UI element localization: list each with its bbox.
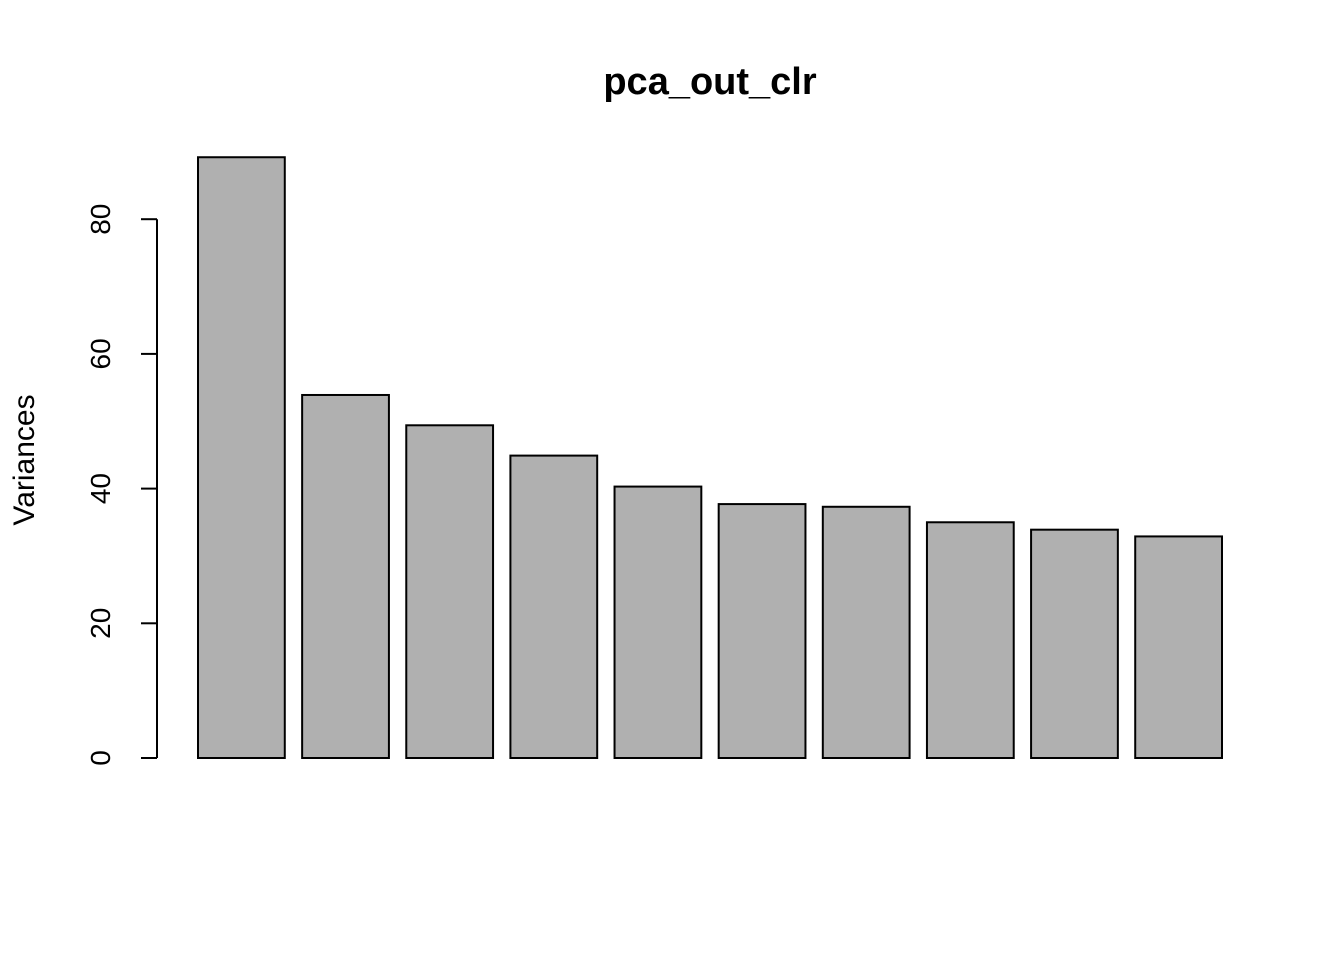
y-tick-label-60: 60 (85, 338, 116, 369)
y-tick-label-80: 80 (85, 204, 116, 235)
bar-7 (821, 505, 911, 759)
bar-3 (405, 424, 495, 759)
bar-5 (613, 485, 703, 759)
y-axis: 0 20 40 60 80 (85, 204, 158, 766)
bar-9 (1030, 528, 1119, 759)
bar-1 (197, 156, 286, 760)
bar-10 (1134, 535, 1223, 759)
chart-title: pca_out_clr (603, 61, 817, 103)
y-axis-label: Variances (8, 394, 41, 525)
y-tick-label-0: 0 (85, 750, 116, 766)
bar-8 (925, 521, 1015, 760)
y-tick-label-40: 40 (85, 473, 116, 504)
bars-group (197, 156, 1223, 760)
y-tick-label-20: 20 (85, 608, 116, 639)
bar-6 (717, 503, 807, 759)
bar-4 (509, 454, 599, 759)
bar-2 (301, 393, 390, 759)
